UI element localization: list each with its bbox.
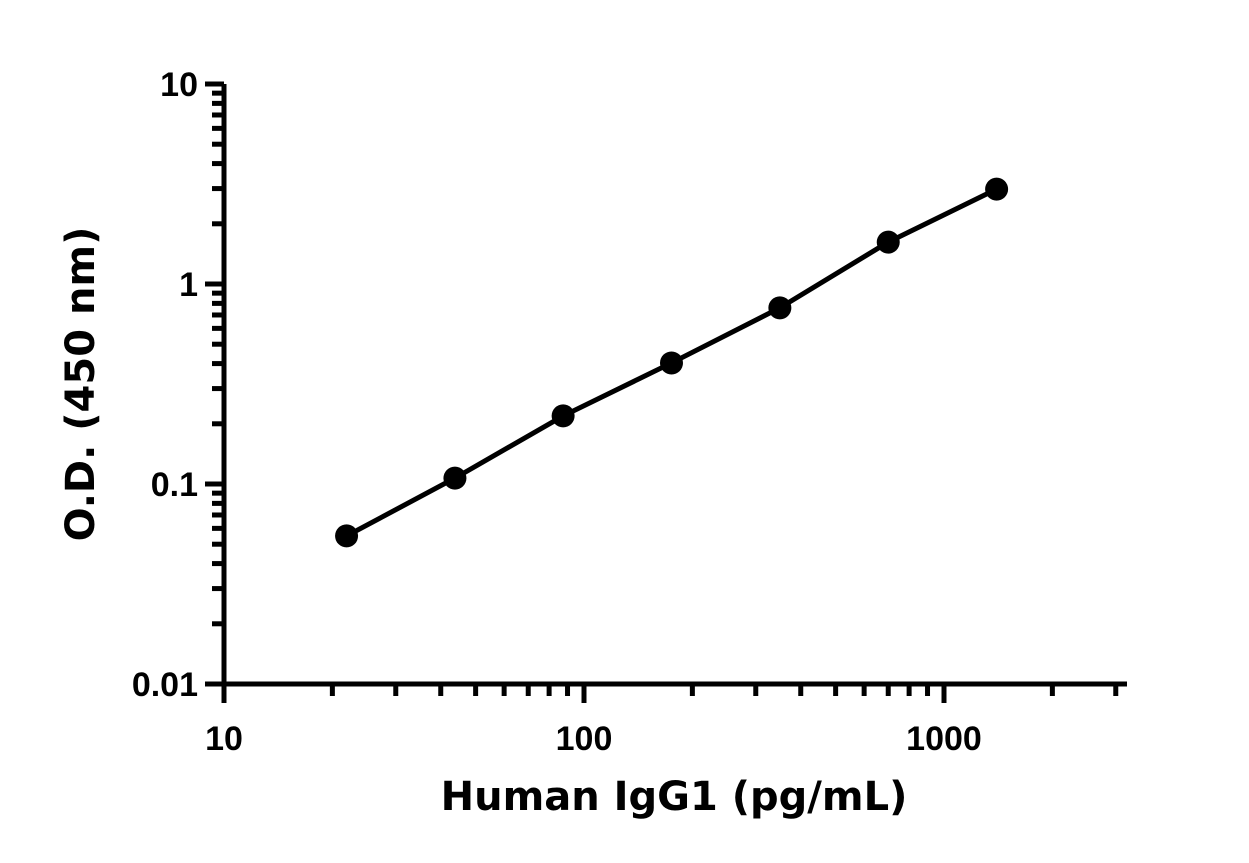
data-point [443, 466, 467, 490]
x-axis-title: Human IgG1 (pg/mL) [441, 774, 908, 820]
x-axis-tick-labels: 10 100 1000 [205, 720, 982, 758]
data-points [335, 177, 1009, 548]
data-point [335, 524, 359, 548]
y-axis-tick-labels: 0.01 0.1 1 10 [132, 66, 198, 704]
data-point [876, 230, 900, 254]
data-point [551, 404, 575, 428]
data-point [768, 296, 792, 320]
x-axis-major-ticks [221, 684, 947, 703]
y-tick-label: 0.01 [132, 666, 198, 704]
y-axis-major-ticks [205, 81, 224, 687]
y-tick-label: 1 [179, 266, 198, 304]
x-tick-label: 100 [556, 720, 613, 758]
x-tick-label: 1000 [906, 720, 982, 758]
y-axis-title: O.D. (450 nm) [58, 227, 104, 542]
y-tick-label: 10 [160, 66, 198, 104]
x-tick-label: 10 [205, 720, 243, 758]
y-tick-label: 0.1 [151, 466, 198, 504]
data-point [985, 177, 1009, 201]
data-point [659, 351, 683, 375]
